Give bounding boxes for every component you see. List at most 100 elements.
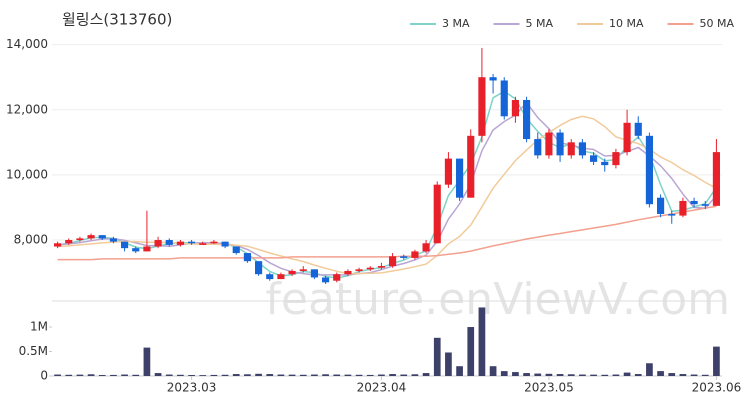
- volume-bar: [132, 374, 140, 376]
- volume-bar: [366, 374, 374, 376]
- volume-bar: [512, 372, 519, 376]
- x-tick-label: 2023.04: [357, 381, 407, 395]
- volume-bar: [299, 374, 307, 376]
- volume-bar: [255, 373, 262, 376]
- candle-body: [299, 269, 307, 271]
- volume-bar: [478, 307, 486, 376]
- candle-body: [567, 142, 575, 156]
- candle-body: [333, 274, 341, 281]
- candle-body: [500, 80, 508, 117]
- volume-bar: [523, 373, 530, 376]
- volume-bar: [567, 374, 575, 376]
- volume-bar: [389, 374, 396, 376]
- candle-body: [668, 213, 676, 216]
- candle-body: [556, 132, 564, 156]
- y-tick-label: 8,000: [14, 233, 48, 247]
- candle-body: [523, 100, 531, 140]
- legend-label: 10 MA: [609, 17, 644, 30]
- volume-bar: [311, 374, 318, 376]
- legend-label: 3 MA: [442, 17, 470, 30]
- candle-body: [355, 269, 363, 271]
- candle-body: [322, 277, 330, 283]
- volume-bar: [54, 374, 61, 376]
- volume-bar: [433, 337, 441, 376]
- volume-bar: [65, 374, 73, 376]
- candle-body: [534, 139, 542, 156]
- candle-body: [467, 135, 475, 198]
- volume-bar: [701, 374, 709, 376]
- volume-bar: [556, 374, 564, 376]
- candle-body: [400, 256, 408, 258]
- legend-label: 5 MA: [526, 17, 554, 30]
- volume-bar: [221, 374, 229, 376]
- candle-body: [389, 256, 397, 267]
- candle-body: [199, 243, 207, 245]
- candle-body: [623, 122, 631, 153]
- x-tick-label: 2023.05: [524, 381, 574, 395]
- volume-bar: [612, 374, 620, 376]
- y-tick-label: 12,000: [6, 102, 48, 116]
- volume-bar: [232, 374, 240, 376]
- volume-bar: [355, 374, 363, 376]
- volume-bar: [244, 374, 251, 376]
- legend-label: 50 MA: [700, 17, 735, 30]
- candle-body: [657, 197, 665, 214]
- volume-bar: [188, 375, 195, 376]
- candle-body: [612, 152, 620, 166]
- volume-bar: [154, 373, 162, 376]
- volume-bar: [165, 374, 173, 376]
- volume-bar: [277, 374, 285, 376]
- candle-body: [98, 235, 106, 239]
- candle-body: [645, 135, 653, 205]
- candle-body: [288, 270, 296, 275]
- candle-body: [277, 274, 285, 280]
- candle-body: [109, 238, 117, 242]
- candle-body: [411, 251, 419, 258]
- volume-bar: [690, 374, 698, 376]
- candle-body: [266, 274, 274, 280]
- volume-bar: [634, 374, 642, 376]
- volume-bar: [411, 374, 419, 376]
- watermark: feature.enViewV.com: [265, 274, 730, 325]
- vol-tick-label: 0: [40, 369, 48, 383]
- candle-body: [690, 200, 698, 205]
- candle-body: [87, 235, 95, 239]
- volume-bar: [422, 373, 430, 376]
- volume-bar: [545, 373, 553, 376]
- candle-body: [679, 200, 687, 216]
- volume-bar: [110, 374, 117, 376]
- volume-bar: [378, 374, 385, 376]
- volume-bar: [467, 327, 475, 376]
- volume-bar: [143, 347, 151, 376]
- ma-line: [57, 115, 717, 275]
- candle-body: [165, 240, 173, 245]
- candle-body: [601, 161, 609, 166]
- candle-body: [176, 241, 184, 245]
- volume-bar: [76, 374, 84, 376]
- candle-body: [154, 240, 162, 247]
- candle-body: [255, 261, 263, 275]
- volume-bar: [445, 352, 452, 376]
- volume-bar: [288, 374, 296, 376]
- vol-tick-label: 1M: [30, 320, 48, 334]
- candle-body: [377, 266, 385, 268]
- volume-bar: [657, 371, 664, 376]
- candle-body: [590, 155, 598, 162]
- candle-body: [712, 152, 720, 206]
- candle-body: [422, 243, 430, 252]
- volume-bar: [668, 373, 676, 376]
- volume-bar: [500, 371, 508, 376]
- volume-bar: [601, 374, 609, 376]
- volume-bar: [266, 374, 274, 376]
- candle-body: [634, 122, 642, 136]
- volume-bar: [199, 375, 207, 376]
- volume-bar: [590, 374, 597, 376]
- volume-bar: [322, 374, 329, 376]
- candle-body: [444, 158, 452, 185]
- candle-body: [143, 246, 151, 252]
- volume-bar: [400, 374, 408, 376]
- candle-body: [478, 77, 486, 136]
- candle-body: [456, 158, 464, 198]
- candle-body: [366, 267, 374, 270]
